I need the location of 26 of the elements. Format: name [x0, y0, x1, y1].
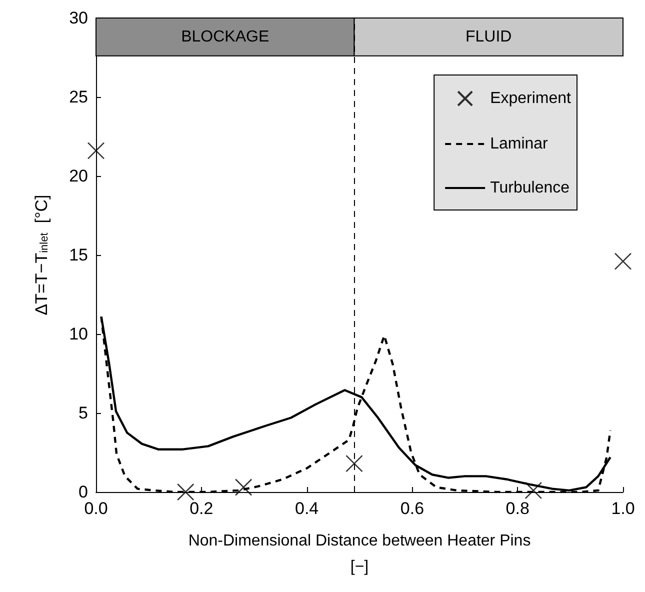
band-label: FLUID	[466, 28, 512, 46]
point	[346, 454, 363, 472]
band-label: BLOCKAGE	[181, 28, 270, 46]
y-tick-label: 30	[69, 8, 88, 28]
legend-label: Experiment	[490, 90, 572, 107]
point	[87, 142, 105, 160]
x-tick-label: 1.0	[611, 499, 635, 518]
x-tick-label: 0.6	[400, 499, 424, 518]
y-tick-label: 0	[78, 482, 88, 502]
point	[176, 483, 194, 501]
x-tick-label: 0.8	[506, 499, 530, 518]
x-tick-label: 0.4	[294, 499, 319, 518]
point	[234, 478, 252, 496]
legend-label: Laminar	[490, 136, 549, 152]
y-tick-label: 10	[69, 324, 88, 344]
y-tick-label: 5	[78, 404, 88, 422]
point	[614, 252, 632, 270]
point	[524, 482, 542, 500]
y-tick-label: 20	[69, 166, 88, 186]
x-tick-label: 0.0	[84, 499, 108, 518]
x-axis-title: Non-Dimensional Distance between Heater Pins [−]	[188, 532, 531, 576]
y-tick-label: 15	[69, 246, 88, 264]
y-tick-label: 25	[69, 88, 88, 106]
y-axis-title: ΔT=T−Tinlet [°C]	[32, 194, 51, 316]
x-tick-label: 0.2	[190, 499, 214, 518]
legend-label: Turbulence	[490, 180, 570, 196]
